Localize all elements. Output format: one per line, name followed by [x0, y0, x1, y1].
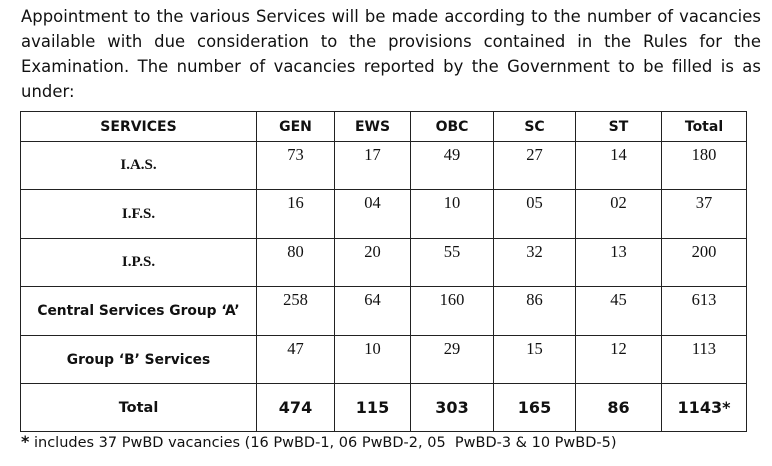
cell-total: 37	[661, 189, 747, 239]
header-st: ST	[575, 111, 662, 142]
vacancies-table: SERVICES GEN EWS OBC SC ST Total I.A.S. …	[20, 111, 747, 432]
cell-sc: 05	[493, 189, 576, 239]
table-row: I.P.S. 80 20 55 32 13 200	[20, 238, 747, 287]
service-name: Central Services Group ‘A’	[20, 286, 257, 336]
cell-obc: 29	[410, 335, 494, 384]
cell-obc: 49	[410, 141, 494, 190]
cell-st: 45	[575, 286, 662, 336]
footnote-marker: *	[21, 432, 30, 451]
cell-ews: 04	[334, 189, 411, 239]
cell-sc: 32	[493, 238, 576, 287]
table-row: I.F.S. 16 04 10 05 02 37	[20, 189, 747, 239]
cell-obc: 55	[410, 238, 494, 287]
footnote: * includes 37 PwBD vacancies (16 PwBD-1,…	[21, 432, 616, 453]
service-name: Group ‘B’ Services	[20, 335, 257, 384]
cell-st: 14	[575, 141, 662, 190]
cell-st: 13	[575, 238, 662, 287]
table-row: Central Services Group ‘A’ 258 64 160 86…	[20, 286, 747, 336]
cell-total: 200	[661, 238, 747, 287]
cell-total: 180	[661, 141, 747, 190]
total-label: Total	[20, 383, 257, 432]
service-name: I.P.S.	[20, 238, 257, 287]
header-ews: EWS	[334, 111, 411, 142]
cell-gen: 16	[256, 189, 335, 239]
cell-gen: 73	[256, 141, 335, 190]
cell-obc: 160	[410, 286, 494, 336]
footnote-text: includes 37 PwBD vacancies (16 PwBD-1, 0…	[29, 435, 617, 451]
cell-ews: 10	[334, 335, 411, 384]
table-row: I.A.S. 73 17 49 27 14 180	[20, 141, 747, 190]
cell-sc: 27	[493, 141, 576, 190]
cell-gen: 47	[256, 335, 335, 384]
cell-ews: 20	[334, 238, 411, 287]
total-st: 86	[575, 383, 662, 432]
cell-gen: 80	[256, 238, 335, 287]
intro-paragraph: Appointment to the various Services will…	[21, 7, 761, 101]
header-services: SERVICES	[20, 111, 257, 142]
cell-sc: 86	[493, 286, 576, 336]
cell-ews: 64	[334, 286, 411, 336]
total-gen: 474	[256, 383, 335, 432]
cell-obc: 10	[410, 189, 494, 239]
cell-sc: 15	[493, 335, 576, 384]
header-sc: SC	[493, 111, 576, 142]
cell-st: 12	[575, 335, 662, 384]
cell-total: 613	[661, 286, 747, 336]
service-name: I.F.S.	[20, 189, 257, 239]
header-obc: OBC	[410, 111, 494, 142]
total-grand: 1143*	[661, 383, 747, 432]
header-gen: GEN	[256, 111, 335, 142]
cell-gen: 258	[256, 286, 335, 336]
service-name: I.A.S.	[20, 141, 257, 190]
header-total: Total	[661, 111, 747, 142]
table-row: Group ‘B’ Services 47 10 29 15 12 113	[20, 335, 747, 384]
table-total-row: Total 474 115 303 165 86 1143*	[20, 383, 747, 432]
total-ews: 115	[334, 383, 411, 432]
table-header-row: SERVICES GEN EWS OBC SC ST Total	[20, 111, 747, 142]
cell-total: 113	[661, 335, 747, 384]
cell-ews: 17	[334, 141, 411, 190]
total-obc: 303	[410, 383, 494, 432]
total-sc: 165	[493, 383, 576, 432]
cell-st: 02	[575, 189, 662, 239]
